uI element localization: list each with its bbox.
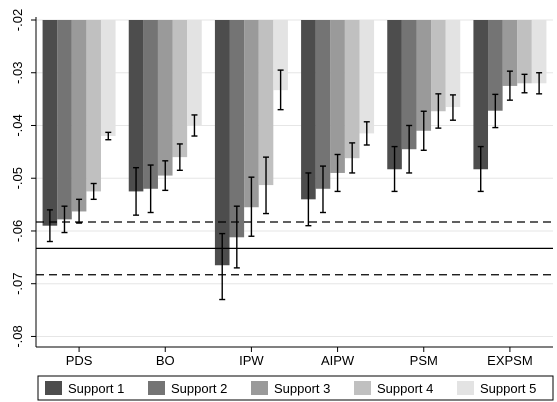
legend-swatch xyxy=(251,381,268,395)
y-tick-label: -.02 xyxy=(10,9,25,31)
y-tick-label: -.06 xyxy=(10,220,25,242)
legend-label: Support 2 xyxy=(171,381,227,396)
legend-swatch xyxy=(457,381,474,395)
bar xyxy=(315,20,331,189)
bar xyxy=(359,20,375,134)
y-tick-label: -.08 xyxy=(10,325,25,347)
bar xyxy=(488,20,503,111)
bars xyxy=(42,20,547,266)
legend-swatch xyxy=(45,381,62,395)
y-tick-label: -.07 xyxy=(10,273,25,295)
legend-label: Support 4 xyxy=(377,381,433,396)
y-tick-label: -.05 xyxy=(10,167,25,189)
x-category-label: AIPW xyxy=(321,353,355,368)
bar xyxy=(502,20,518,86)
bar xyxy=(531,20,547,84)
bar xyxy=(187,20,202,126)
bar xyxy=(387,20,402,170)
gridlines xyxy=(36,19,553,337)
x-category-label: IPW xyxy=(239,353,264,368)
bar xyxy=(258,20,274,186)
legend-label: Support 3 xyxy=(274,381,330,396)
bar xyxy=(86,20,101,192)
bar xyxy=(229,20,245,238)
bar xyxy=(214,20,230,266)
x-category-label: BO xyxy=(156,353,175,368)
bar xyxy=(301,20,316,200)
bar xyxy=(273,20,288,91)
bar xyxy=(71,20,87,212)
bar xyxy=(445,20,461,108)
bar xyxy=(517,20,532,84)
bar xyxy=(244,20,259,208)
bar xyxy=(42,20,58,226)
x-category-labels: PDS BO IPW AIPW PSM EXPSM xyxy=(66,353,533,368)
bar xyxy=(330,20,345,173)
bar xyxy=(416,20,432,131)
bar xyxy=(57,20,72,220)
bar xyxy=(431,20,446,112)
x-category-label: PSM xyxy=(410,353,438,368)
bar xyxy=(128,20,144,192)
y-tick-labels: -.02 -.03 -.04 -.05 -.06 -.07 -.08 xyxy=(10,9,25,348)
axes xyxy=(31,17,553,352)
bar xyxy=(401,20,417,150)
y-tick-label: -.03 xyxy=(10,62,25,84)
bar xyxy=(344,20,360,159)
reference-lines xyxy=(36,221,553,276)
bar xyxy=(100,20,116,137)
legend-label: Support 1 xyxy=(68,381,124,396)
x-category-label: PDS xyxy=(66,353,93,368)
x-category-label: EXPSM xyxy=(487,353,533,368)
bar xyxy=(143,20,158,189)
legend-swatch xyxy=(148,381,165,395)
legend-swatch xyxy=(354,381,371,395)
legend-label: Support 5 xyxy=(480,381,536,396)
bar xyxy=(157,20,173,176)
legend: Support 1 Support 2 Support 3 Support 4 Supp… xyxy=(37,375,554,401)
y-tick-label: -.04 xyxy=(10,114,25,136)
bar xyxy=(172,20,188,158)
error-bars xyxy=(46,69,543,301)
bar xyxy=(473,20,489,170)
